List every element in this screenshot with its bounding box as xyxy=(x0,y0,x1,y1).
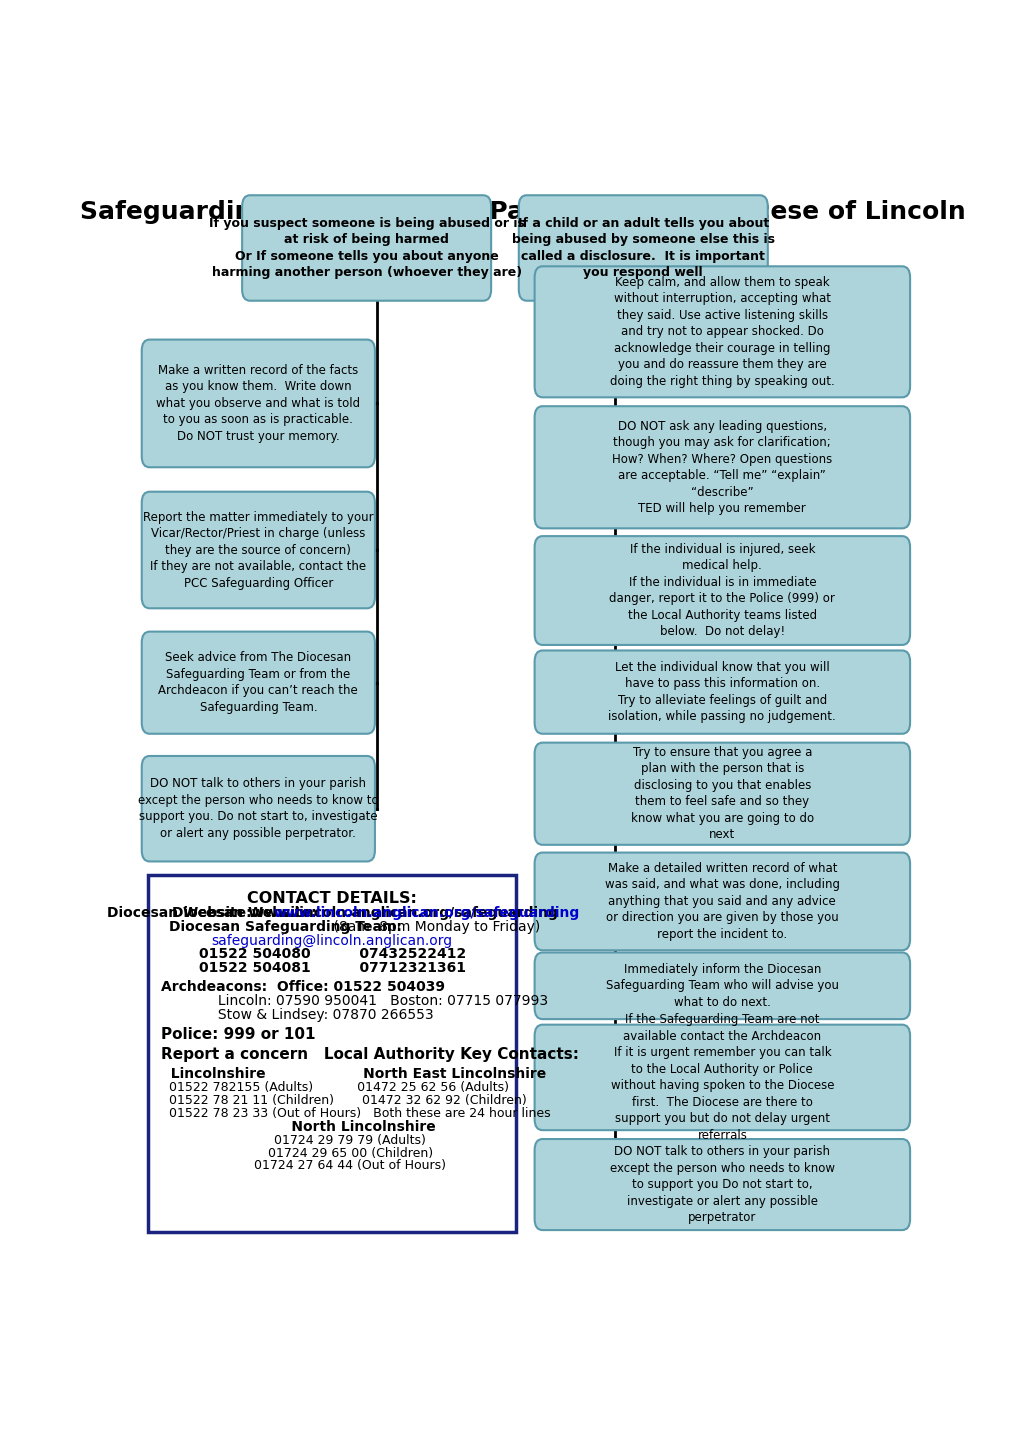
FancyBboxPatch shape xyxy=(142,492,375,609)
Text: Report a concern   Local Authority Key Contacts:: Report a concern Local Authority Key Con… xyxy=(161,1047,579,1063)
FancyBboxPatch shape xyxy=(534,852,909,950)
FancyBboxPatch shape xyxy=(534,267,909,398)
FancyBboxPatch shape xyxy=(534,1025,909,1131)
Text: Diocesan Safeguarding Team:: Diocesan Safeguarding Team: xyxy=(169,920,401,933)
FancyBboxPatch shape xyxy=(534,953,909,1019)
Text: Lincoln: 07590 950041   Boston: 07715 077993: Lincoln: 07590 950041 Boston: 07715 0779… xyxy=(161,995,548,1008)
Text: If the individual is injured, seek
medical help.
If the individual is in immedia: If the individual is injured, seek medic… xyxy=(608,542,835,639)
Text: Immediately inform the Diocesan
Safeguarding Team who will advise you
what to do: Immediately inform the Diocesan Safeguar… xyxy=(605,963,838,1009)
Text: Lincolnshire                    North East Lincolnshire: Lincolnshire North East Lincolnshire xyxy=(161,1067,546,1082)
Text: Archdeacons:  Office: 01522 504039: Archdeacons: Office: 01522 504039 xyxy=(161,981,445,995)
Text: Make a written record of the facts
as you know them.  Write down
what you observ: Make a written record of the facts as yo… xyxy=(156,363,360,443)
Text: DO NOT talk to others in your parish
except the person who needs to know
to supp: DO NOT talk to others in your parish exc… xyxy=(609,1145,834,1224)
Text: Let the individual know that you will
have to pass this information on.
Try to a: Let the individual know that you will ha… xyxy=(608,660,836,724)
Text: 01522 504081          07712321361: 01522 504081 07712321361 xyxy=(199,962,466,975)
Text: DO NOT talk to others in your parish
except the person who needs to know to
supp: DO NOT talk to others in your parish exc… xyxy=(138,777,378,839)
Text: North Lincolnshire: North Lincolnshire xyxy=(228,1120,436,1133)
Text: DO NOT ask any leading questions,
though you may ask for clarification;
How? Whe: DO NOT ask any leading questions, though… xyxy=(611,420,832,515)
Text: If you suspect someone is being abused or is
at risk of being harmed
Or If someo: If you suspect someone is being abused o… xyxy=(209,216,524,280)
Text: Diocesan Website:www.lincoln.anglican.org/safeguarding: Diocesan Website:www.lincoln.anglican.or… xyxy=(107,906,557,920)
Text: 01522 78 21 11 (Children)       01472 32 62 92 (Children): 01522 78 21 11 (Children) 01472 32 62 92… xyxy=(161,1094,527,1107)
FancyBboxPatch shape xyxy=(148,875,516,1233)
Text: 01522 78 23 33 (Out of Hours)   Both these are 24 hour lines: 01522 78 23 33 (Out of Hours) Both these… xyxy=(161,1107,550,1120)
Text: Diocesan Website:www.lincoln.anglican.org/safeguarding: Diocesan Website:www.lincoln.anglican.or… xyxy=(107,906,557,920)
Text: 01724 29 65 00 (Children): 01724 29 65 00 (Children) xyxy=(231,1146,432,1159)
Text: Seek advice from The Diocesan
Safeguarding Team or from the
Archdeacon if you ca: Seek advice from The Diocesan Safeguardi… xyxy=(158,652,358,714)
Text: 01724 27 64 44 (Out of Hours): 01724 27 64 44 (Out of Hours) xyxy=(218,1159,445,1172)
Text: Police: 999 or 101: Police: 999 or 101 xyxy=(161,1027,316,1043)
Text: If the Safeguarding Team are not
available contact the Archdeacon
If it is urgen: If the Safeguarding Team are not availab… xyxy=(610,1014,834,1142)
Text: Stow & Lindsey: 07870 266553: Stow & Lindsey: 07870 266553 xyxy=(161,1008,434,1022)
Text: 01724 29 79 79 (Adults): 01724 29 79 79 (Adults) xyxy=(238,1133,426,1146)
Text: 01522 782155 (Adults)           01472 25 62 56 (Adults): 01522 782155 (Adults) 01472 25 62 56 (Ad… xyxy=(161,1082,510,1094)
FancyBboxPatch shape xyxy=(534,536,909,645)
Text: Keep calm, and allow them to speak
without interruption, accepting what
they sai: Keep calm, and allow them to speak witho… xyxy=(609,275,834,388)
Text: Diocesan Website:: Diocesan Website: xyxy=(172,906,317,920)
Text: (8am -8pm Monday to Friday): (8am -8pm Monday to Friday) xyxy=(329,920,540,933)
FancyBboxPatch shape xyxy=(534,743,909,845)
FancyBboxPatch shape xyxy=(534,1139,909,1230)
Text: Try to ensure that you agree a
plan with the person that is
disclosing to you th: Try to ensure that you agree a plan with… xyxy=(630,746,813,842)
Text: 01522 504080          07432522412: 01522 504080 07432522412 xyxy=(199,947,466,962)
Text: Report the matter immediately to your
Vicar/Rector/Priest in charge (unless
they: Report the matter immediately to your Vi… xyxy=(143,510,373,590)
FancyBboxPatch shape xyxy=(519,195,767,301)
FancyBboxPatch shape xyxy=(242,195,491,301)
FancyBboxPatch shape xyxy=(534,407,909,528)
Text: CONTACT DETAILS:: CONTACT DETAILS: xyxy=(247,891,417,906)
Text: www.lincoln.anglican.org/safeguarding: www.lincoln.anglican.org/safeguarding xyxy=(273,906,579,920)
Text: If a child or an adult tells you about
being abused by someone else this is
call: If a child or an adult tells you about b… xyxy=(512,216,774,280)
FancyBboxPatch shape xyxy=(142,632,375,734)
FancyBboxPatch shape xyxy=(534,650,909,734)
Text: safeguarding@lincoln.anglican.org: safeguarding@lincoln.anglican.org xyxy=(212,933,452,947)
FancyBboxPatch shape xyxy=(142,339,375,467)
Text: Safeguarding Flow Chart for Parishes in the Diocese of Lincoln: Safeguarding Flow Chart for Parishes in … xyxy=(79,200,965,224)
FancyBboxPatch shape xyxy=(142,756,375,861)
Text: Make a detailed written record of what
was said, and what was done, including
an: Make a detailed written record of what w… xyxy=(604,862,839,942)
